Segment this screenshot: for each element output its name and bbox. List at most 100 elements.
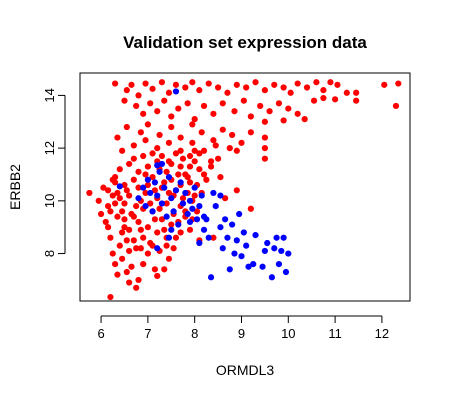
data-point: [137, 226, 144, 233]
data-point: [212, 203, 219, 210]
data-point: [238, 253, 245, 260]
data-point: [182, 171, 189, 178]
data-point: [135, 218, 142, 226]
data-point: [224, 89, 231, 96]
data-point: [100, 184, 107, 191]
data-point: [121, 181, 128, 189]
data-point: [165, 189, 173, 197]
data-point: [114, 189, 121, 197]
data-point: [121, 216, 128, 223]
data-point: [303, 84, 311, 91]
y-axis: 8 10 12 14: [42, 88, 66, 257]
data-point: [243, 84, 250, 91]
data-point: [154, 192, 161, 199]
data-point: [327, 79, 334, 86]
data-point: [121, 224, 128, 231]
chart-title: Validation set expression data: [123, 33, 367, 52]
data-point: [193, 216, 201, 223]
data-point: [144, 176, 151, 183]
series-red: [86, 79, 402, 301]
data-point: [280, 117, 287, 124]
data-point: [137, 129, 144, 136]
data-point: [261, 145, 268, 152]
data-point: [207, 163, 215, 170]
data-point: [353, 89, 360, 96]
x-tick-label: 11: [328, 326, 342, 341]
data-point: [140, 184, 147, 191]
data-point: [247, 129, 254, 136]
data-point: [229, 131, 236, 139]
data-point: [130, 142, 137, 149]
data-point: [144, 250, 151, 257]
data-point: [261, 87, 268, 94]
data-point: [149, 174, 156, 181]
data-point: [112, 200, 119, 207]
data-point: [313, 79, 320, 86]
data-point: [275, 100, 283, 107]
data-point: [266, 108, 273, 115]
data-point: [200, 147, 208, 154]
data-point: [343, 89, 350, 96]
data-point: [243, 242, 250, 249]
data-point: [130, 176, 137, 183]
data-point: [210, 137, 217, 144]
data-point: [161, 226, 168, 233]
data-point: [203, 176, 210, 183]
x-tick-label: 6: [97, 326, 104, 341]
data-point: [154, 108, 161, 115]
data-point: [126, 279, 133, 286]
data-point: [252, 79, 259, 86]
data-point: [177, 229, 184, 236]
data-point: [126, 247, 133, 255]
data-point: [280, 234, 287, 241]
data-point: [142, 189, 149, 197]
data-point: [123, 268, 130, 276]
data-point: [168, 195, 175, 202]
data-point: [163, 242, 170, 249]
data-point: [233, 237, 240, 244]
data-point: [130, 237, 137, 244]
data-point: [177, 134, 184, 141]
data-point: [126, 160, 133, 168]
data-point: [198, 129, 205, 136]
data-point: [200, 226, 208, 233]
data-point: [189, 139, 196, 146]
data-point: [332, 96, 339, 103]
data-point: [261, 118, 268, 125]
data-point: [224, 234, 231, 241]
data-point: [381, 81, 388, 88]
data-point: [217, 224, 224, 231]
data-point: [119, 229, 126, 236]
data-point: [191, 184, 198, 191]
data-point: [133, 245, 140, 252]
data-point: [189, 205, 196, 212]
x-tick-label: 10: [281, 326, 295, 341]
data-point: [154, 229, 161, 236]
data-point: [119, 208, 126, 215]
x-tick-label: 9: [238, 326, 245, 341]
data-point: [222, 195, 229, 202]
data-point: [240, 229, 247, 236]
data-point: [97, 210, 105, 218]
x-tick-label: 8: [191, 326, 198, 341]
y-axis-label: ERBB2: [7, 164, 23, 210]
data-point: [126, 192, 133, 199]
data-point: [170, 208, 177, 215]
data-point: [226, 145, 233, 152]
data-point: [165, 234, 173, 241]
data-point: [130, 213, 137, 220]
data-point: [161, 179, 168, 186]
data-point: [196, 203, 203, 210]
data-point: [214, 84, 222, 91]
data-point: [112, 260, 119, 268]
data-point: [133, 102, 140, 110]
data-point: [240, 97, 247, 104]
data-point: [172, 187, 180, 194]
data-point: [275, 260, 283, 268]
data-point: [130, 155, 137, 162]
data-point: [189, 79, 196, 86]
data-point: [151, 179, 158, 186]
data-point: [121, 97, 128, 104]
data-point: [205, 80, 212, 87]
data-point: [273, 234, 280, 241]
